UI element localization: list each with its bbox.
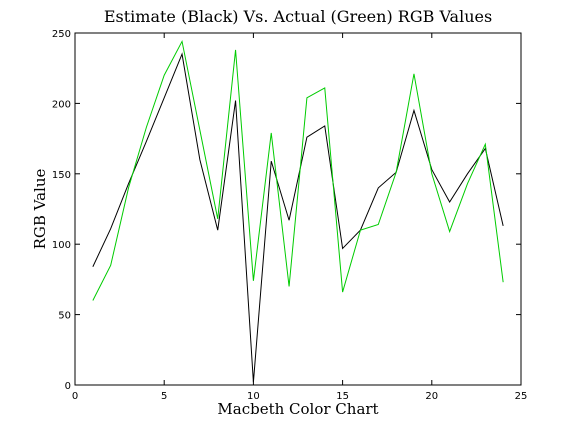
y-tick-label: 150	[52, 170, 71, 181]
x-tick-label: 15	[336, 391, 349, 402]
y-tick-label: 50	[58, 311, 71, 322]
plot-frame	[74, 32, 522, 386]
y-tick-label: 100	[52, 240, 71, 251]
y-axis-label: RGB Value	[31, 168, 49, 249]
y-tick-label: 200	[52, 99, 71, 110]
chart-title: Estimate (Black) Vs. Actual (Green) RGB …	[104, 7, 492, 26]
x-tick-label: 10	[247, 391, 260, 402]
y-axis: 0 50 100 150 200 250	[52, 29, 521, 392]
series-group	[92, 39, 504, 383]
x-tick-label: 5	[161, 391, 167, 402]
y-tick-label: 0	[65, 381, 71, 392]
series-line-estimate	[92, 52, 504, 383]
y-tick-label: 250	[52, 29, 71, 40]
series-line-actual	[92, 39, 504, 301]
x-tick-label: 20	[425, 391, 438, 402]
x-axis: 0 5 10 15 20 25	[72, 33, 528, 402]
x-tick-label: 0	[72, 391, 78, 402]
x-tick-label: 25	[515, 391, 528, 402]
x-axis-label: Macbeth Color Chart	[217, 400, 378, 418]
